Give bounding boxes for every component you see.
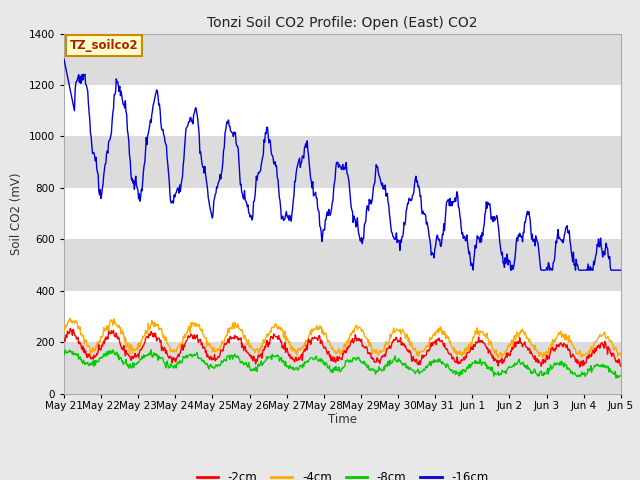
Bar bbox=[64, 136, 621, 188]
Bar bbox=[64, 342, 621, 394]
Bar bbox=[64, 85, 621, 136]
X-axis label: Time: Time bbox=[328, 413, 357, 426]
Text: TZ_soilco2: TZ_soilco2 bbox=[70, 39, 138, 52]
Bar bbox=[64, 240, 621, 291]
Bar bbox=[64, 291, 621, 342]
Legend: -2cm, -4cm, -8cm, -16cm: -2cm, -4cm, -8cm, -16cm bbox=[192, 466, 493, 480]
Bar bbox=[64, 34, 621, 85]
Y-axis label: Soil CO2 (mV): Soil CO2 (mV) bbox=[10, 172, 23, 255]
Title: Tonzi Soil CO2 Profile: Open (East) CO2: Tonzi Soil CO2 Profile: Open (East) CO2 bbox=[207, 16, 477, 30]
Bar bbox=[64, 188, 621, 240]
